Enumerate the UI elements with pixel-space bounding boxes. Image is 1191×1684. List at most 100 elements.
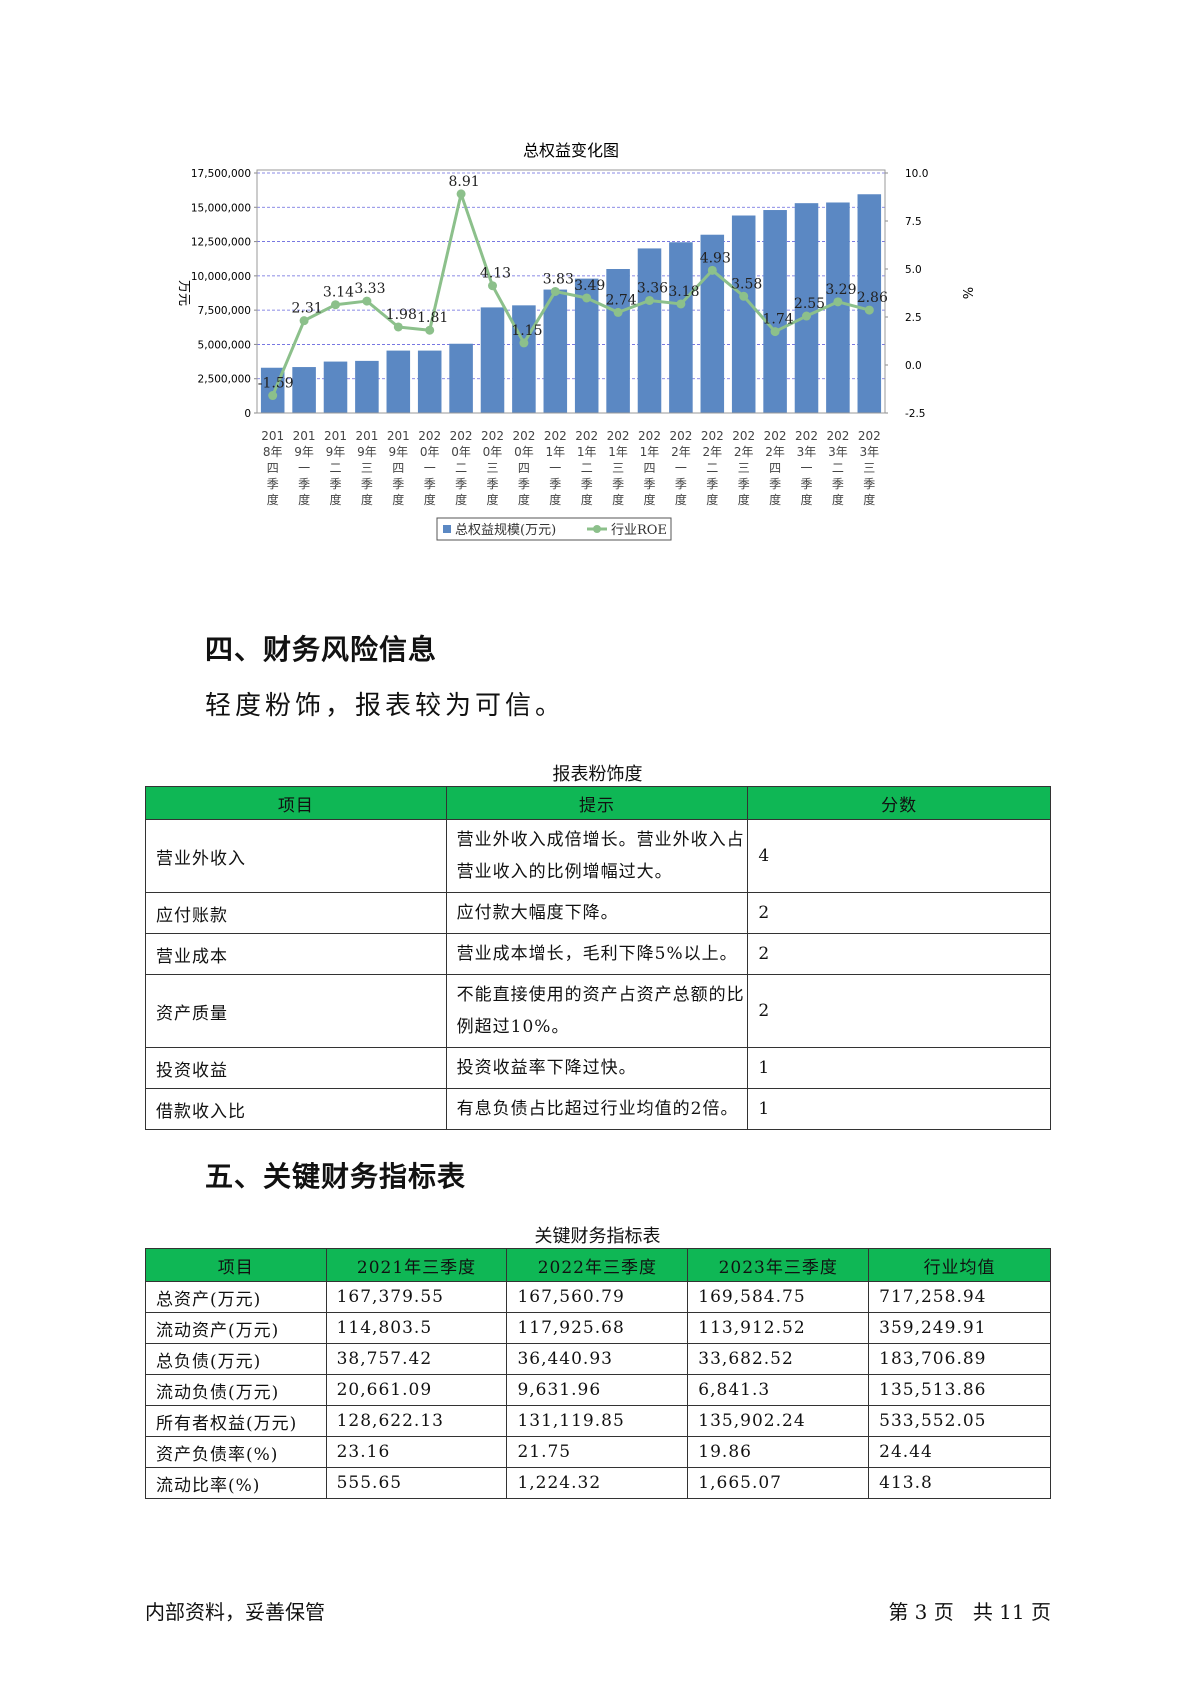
roe-data-label: 3.49 [574,278,605,294]
section4-title: 四、财务风险信息 [205,633,438,666]
roe-data-label: 3.58 [731,276,762,292]
kpi-table-cell: 183,706.89 [868,1343,1051,1375]
kpi-table-cell: 36,440.93 [506,1343,689,1375]
chart-bar [355,360,379,413]
legend-line-label: 行业ROE [611,523,667,538]
x-tick-label: 2年 [702,445,722,459]
x-tick-label: 9年 [294,445,314,459]
kpi-table-cell: 135,513.86 [868,1374,1051,1406]
x-tick-label: 度 [455,492,467,507]
risk-table-cell: 营业外收入成倍增长。营业外收入占营业收入的比例增幅过大。 [445,819,749,893]
y-right-tick-label: -2.5 [905,408,926,420]
chart-plot-frame [256,169,886,414]
roe-point [331,300,340,310]
x-tick-label: 202 [826,429,849,443]
x-tick-label: 0年 [514,445,534,459]
y-right-tick-label: 5.0 [905,264,922,276]
x-tick-label: 二 [832,461,844,475]
kpi-table-caption: 关键财务指标表 [534,1226,661,1247]
risk-table-cell: 2 [747,892,1051,934]
chart-bar [417,350,442,413]
y-left-tick-label: 12,500,000 [191,237,251,249]
y-left-tick-label: 17,500,000 [191,168,251,180]
x-tick-label: 202 [418,429,441,443]
roe-data-label: 2.86 [857,290,888,306]
kpi-table-cell: 413.8 [868,1467,1051,1499]
x-tick-label: 季 [738,477,750,491]
risk-table-cell: 营业成本增长，毛利下降5%以上。 [445,933,749,975]
x-tick-label: 四 [518,461,530,475]
x-tick-label: 度 [329,492,341,507]
table-row: 资产质量 不能直接使用的资产占资产总额的比例超过10%。 2 [145,974,1051,1048]
roe-data-label: 3.36 [637,280,668,296]
risk-table-header-cell: 分数 [747,786,1051,820]
x-tick-label: 度 [675,492,687,507]
x-tick-label: 202 [764,429,787,443]
table-row: 营业外收入 营业外收入成倍增长。营业外收入占营业收入的比例增幅过大。 4 [145,819,1051,893]
roe-point [739,291,749,301]
roe-data-label: 2.31 [292,301,323,317]
x-tick-label: 202 [481,429,504,443]
x-tick-label: 季 [267,477,279,491]
risk-table-cell: 投资收益率下降过快。 [445,1047,749,1089]
risk-table-cell: 资产质量 [145,974,447,1048]
legend-line-marker [593,525,601,533]
roe-point [770,327,780,337]
chart-bar [731,215,756,413]
x-tick-label: 202 [858,429,881,443]
equity-chart: 总权益变化图 0 2,500,000 5,000,000 7,500,000 10,000… [175,140,1025,600]
y-left-tick-label: 10,000,000 [191,271,251,283]
x-tick-label: 3年 [828,445,848,459]
x-tick-label: 9年 [388,445,408,459]
risk-table-caption: 报表粉饰度 [552,764,643,785]
chart-bar [512,305,536,413]
roe-point [676,299,686,309]
chart-bar [386,350,411,413]
x-tick-label: 9年 [326,445,346,459]
roe-point [425,325,435,335]
chart-bar [763,210,787,413]
kpi-table-cell: 128,622.13 [325,1405,508,1437]
kpi-table-cell: 总资产(万元) [145,1281,327,1313]
x-tick-label: 度 [800,492,812,507]
x-tick-label: 度 [392,492,404,507]
x-tick-label: 度 [769,492,781,507]
x-tick-label: 三 [738,461,750,475]
risk-summary: 轻度粉饰，报表较为可信。 [205,691,566,721]
x-tick-label: 1年 [545,445,565,459]
x-tick-label: 二 [329,461,341,475]
roe-data-label: 1.74 [763,312,794,328]
x-tick-label: 2年 [671,445,691,459]
roe-point [613,307,623,317]
x-tick-label: 2年 [765,445,785,459]
kpi-table-cell: 19.86 [687,1436,870,1468]
x-tick-label: 四 [643,461,655,475]
y-left-tick-label: 2,500,000 [198,374,251,386]
chart-bar [700,234,725,413]
x-tick-label: 202 [732,429,755,443]
x-tick-label: 季 [518,477,530,491]
kpi-table: 项目 2021年三季度 2022年三季度 2023年三季度 行业均值 总资产(万元) 16… [145,1248,1051,1499]
y-right-axis-label: % [959,287,974,299]
x-tick-label: 一 [800,461,812,475]
x-tick-label: 202 [450,429,473,443]
chart-bar [292,367,316,413]
x-tick-label: 度 [643,492,655,507]
x-tick-label: 季 [800,477,812,491]
x-tick-label: 度 [549,492,561,507]
risk-table-cell: 应付款大幅度下降。 [445,892,749,934]
risk-table-cell: 借款收入比 [145,1088,447,1130]
chart-bar [637,248,662,413]
kpi-table-cell: 717,258.94 [868,1281,1051,1313]
x-tick-label: 8年 [263,445,283,459]
kpi-table-header-cell: 2021年三季度 [325,1248,508,1282]
y-left-tick-label: 5,000,000 [198,339,251,351]
chart-bar [449,343,473,413]
y-left-tick-label: 0 [244,408,251,420]
x-tick-label: 三 [486,461,498,475]
kpi-table-cell: 24.44 [868,1436,1051,1468]
x-tick-label: 202 [669,429,692,443]
roe-data-label: 1.98 [386,307,417,323]
kpi-table-cell: 总负债(万元) [145,1343,327,1375]
y-left-axis-label: 万元 [176,280,191,306]
